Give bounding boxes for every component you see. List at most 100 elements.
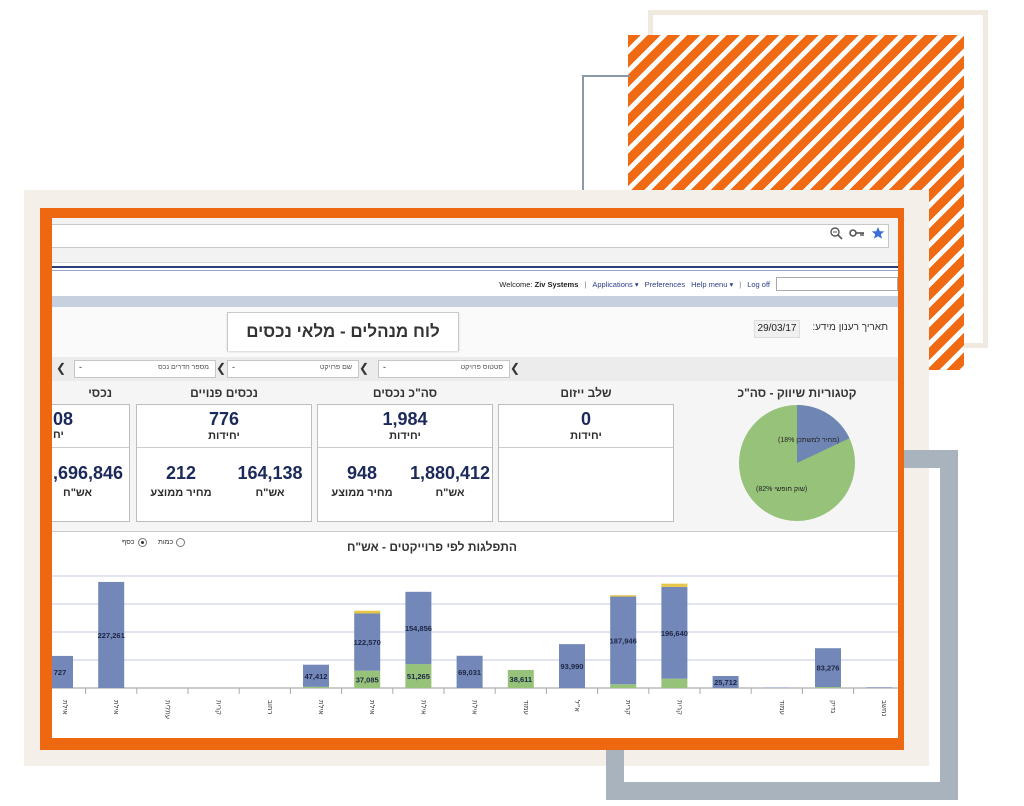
bar-data-label: 227,261 — [98, 631, 125, 640]
x-tick-label: אילת — [317, 700, 325, 715]
kpi-vacant-avg-label: מחיר ממוצע — [150, 487, 212, 499]
pie-title: קטגוריות שיווק - סה"כ — [737, 386, 857, 400]
bar-data-label: 25,712 — [714, 678, 737, 687]
bar-segment[interactable] — [52, 655, 73, 688]
kpi-total-units-label: יחידות — [389, 430, 421, 442]
chart-panel — [52, 531, 898, 738]
bar-segment[interactable] — [866, 687, 893, 688]
x-tick-label: אילת — [419, 700, 427, 715]
pie-label-subsidized: (מחיר למשתכן 18%) — [778, 437, 840, 444]
kpi-initiation-card: 0 יחידות — [498, 404, 674, 522]
bar-segment[interactable] — [507, 669, 534, 688]
dashboard-screen: Welcome: Ziv Systems | Applications ▾ Pr… — [52, 218, 898, 738]
help-menu[interactable]: Help menu ▾ — [691, 279, 734, 289]
x-tick-label: אילת — [368, 700, 376, 715]
bar-segment[interactable] — [661, 583, 688, 587]
search-icon[interactable] — [828, 226, 844, 242]
bar-data-label: 69,031 — [458, 668, 481, 677]
pie-slice-subsidized — [797, 405, 850, 463]
header-band — [52, 296, 898, 307]
bar-data-label: 37,085 — [356, 675, 379, 684]
x-tick-label: נחשב — [880, 700, 888, 717]
kpi-vacant-nis-label: אש"ח — [255, 487, 285, 499]
chevron-left-icon[interactable]: ❮ — [56, 361, 67, 375]
chevron-left-icon[interactable]: ❮ — [510, 361, 521, 375]
search-input[interactable] — [776, 277, 898, 291]
bar-segment[interactable] — [815, 687, 841, 688]
chevron-left-icon[interactable]: ❮ — [359, 361, 370, 375]
applications-menu[interactable]: Applications ▾ — [592, 279, 639, 289]
x-tick-label: א"ל — [573, 700, 581, 712]
bar-data-label: 727 — [54, 668, 67, 677]
kpi-total-card: 1,984 יחידות 1,880,412 אש"ח 948 מחיר ממו… — [317, 404, 493, 522]
radio-selected-icon — [137, 538, 147, 547]
kpi-initiation-units-label: יחידות — [570, 430, 602, 442]
bar-segment[interactable] — [661, 678, 688, 688]
preferences-link[interactable]: Preferences — [644, 279, 686, 289]
kpi-total-units: 1,984 — [382, 409, 428, 429]
bar-segment[interactable] — [712, 676, 739, 688]
radio-unselected-icon — [176, 538, 186, 547]
x-tick-label: רחוב — [266, 700, 274, 715]
star-icon[interactable] — [870, 226, 886, 242]
bar-segment[interactable] — [610, 595, 637, 597]
chevron-left-icon[interactable]: ❮ — [216, 361, 227, 375]
bar-segment[interactable] — [354, 670, 381, 688]
bar-segment[interactable] — [354, 613, 381, 671]
kpi-vacant-title: נכסים פנויים — [190, 386, 258, 400]
filter-project-name[interactable]: שם פרויקט - — [227, 360, 359, 378]
nav-divider — [52, 266, 898, 268]
refresh-date-value: 29/03/17 — [754, 320, 800, 338]
x-tick-label: אילת — [61, 700, 69, 715]
marketing-pie-chart — [739, 405, 855, 521]
page-title: לוח מנהלים - מלאי נכסים — [227, 312, 459, 351]
x-tick-label: אילת — [471, 700, 479, 715]
bar-segment[interactable] — [456, 655, 483, 688]
bar-segment[interactable] — [354, 610, 381, 614]
x-tick-label: גדיק — [829, 700, 837, 713]
x-tick-label: עתלית — [163, 700, 171, 719]
kpi-partial-nis-label: אש"ח — [63, 487, 93, 499]
x-tick-label: קרית — [675, 700, 683, 715]
bar-segment[interactable] — [405, 591, 432, 665]
x-tick-label: קרית — [215, 700, 223, 715]
bar-data-label: 83,276 — [817, 664, 840, 673]
filter-room-count[interactable]: מספר חדרים נכס - — [74, 360, 216, 378]
bar-segment[interactable] — [405, 664, 432, 688]
bar-segment[interactable] — [610, 684, 637, 688]
kpi-vacant-avg: 212 — [165, 463, 197, 483]
x-tick-label: אילת — [112, 700, 120, 715]
logoff-link[interactable]: Log off — [747, 279, 770, 289]
bar-segment[interactable] — [303, 686, 329, 688]
bar-segment[interactable] — [815, 648, 841, 688]
kpi-total-nis-label: אש"ח — [435, 487, 465, 499]
radio-quantity[interactable]: כמות — [158, 538, 186, 547]
bar-segment[interactable] — [303, 664, 329, 687]
kpi-partial-units: 08 — [53, 409, 74, 429]
x-tick-label: קרית — [624, 700, 632, 715]
bar-segment[interactable] — [661, 586, 688, 679]
kpi-vacant-units-label: יחידות — [208, 430, 240, 442]
kpi-partial-units-label: יח — [53, 429, 64, 441]
bar-segment[interactable] — [610, 596, 637, 685]
refresh-date-label: תאריך רענון מידע: — [812, 322, 888, 333]
top-navigation: Welcome: Ziv Systems | Applications ▾ Pr… — [499, 276, 898, 292]
bar-segment[interactable] — [98, 581, 125, 688]
kpi-partial-title: נכסי — [88, 386, 112, 400]
kpi-total-avg: 948 — [346, 463, 378, 483]
welcome-prefix: Welcome: — [499, 279, 533, 289]
bar-data-label: 51,265 — [407, 672, 430, 681]
filter-project-status[interactable]: סטטוס פרויקט - — [378, 360, 510, 378]
decorative-line — [582, 75, 630, 77]
address-bar[interactable] — [52, 224, 889, 248]
nav-divider — [52, 270, 898, 271]
bar-data-label: 154,856 — [405, 624, 432, 633]
bar-data-label: 93,990 — [561, 662, 584, 671]
key-icon[interactable] — [849, 226, 865, 242]
kpi-vacant-units: 776 — [208, 409, 240, 429]
bar-segment[interactable] — [559, 644, 585, 688]
kpi-partial-card: 08 יח ,696,846 אש"ח — [52, 404, 130, 522]
radio-money[interactable]: כסף — [122, 538, 147, 547]
decorative-line — [582, 75, 584, 190]
x-tick-label: עמוד — [778, 700, 786, 715]
